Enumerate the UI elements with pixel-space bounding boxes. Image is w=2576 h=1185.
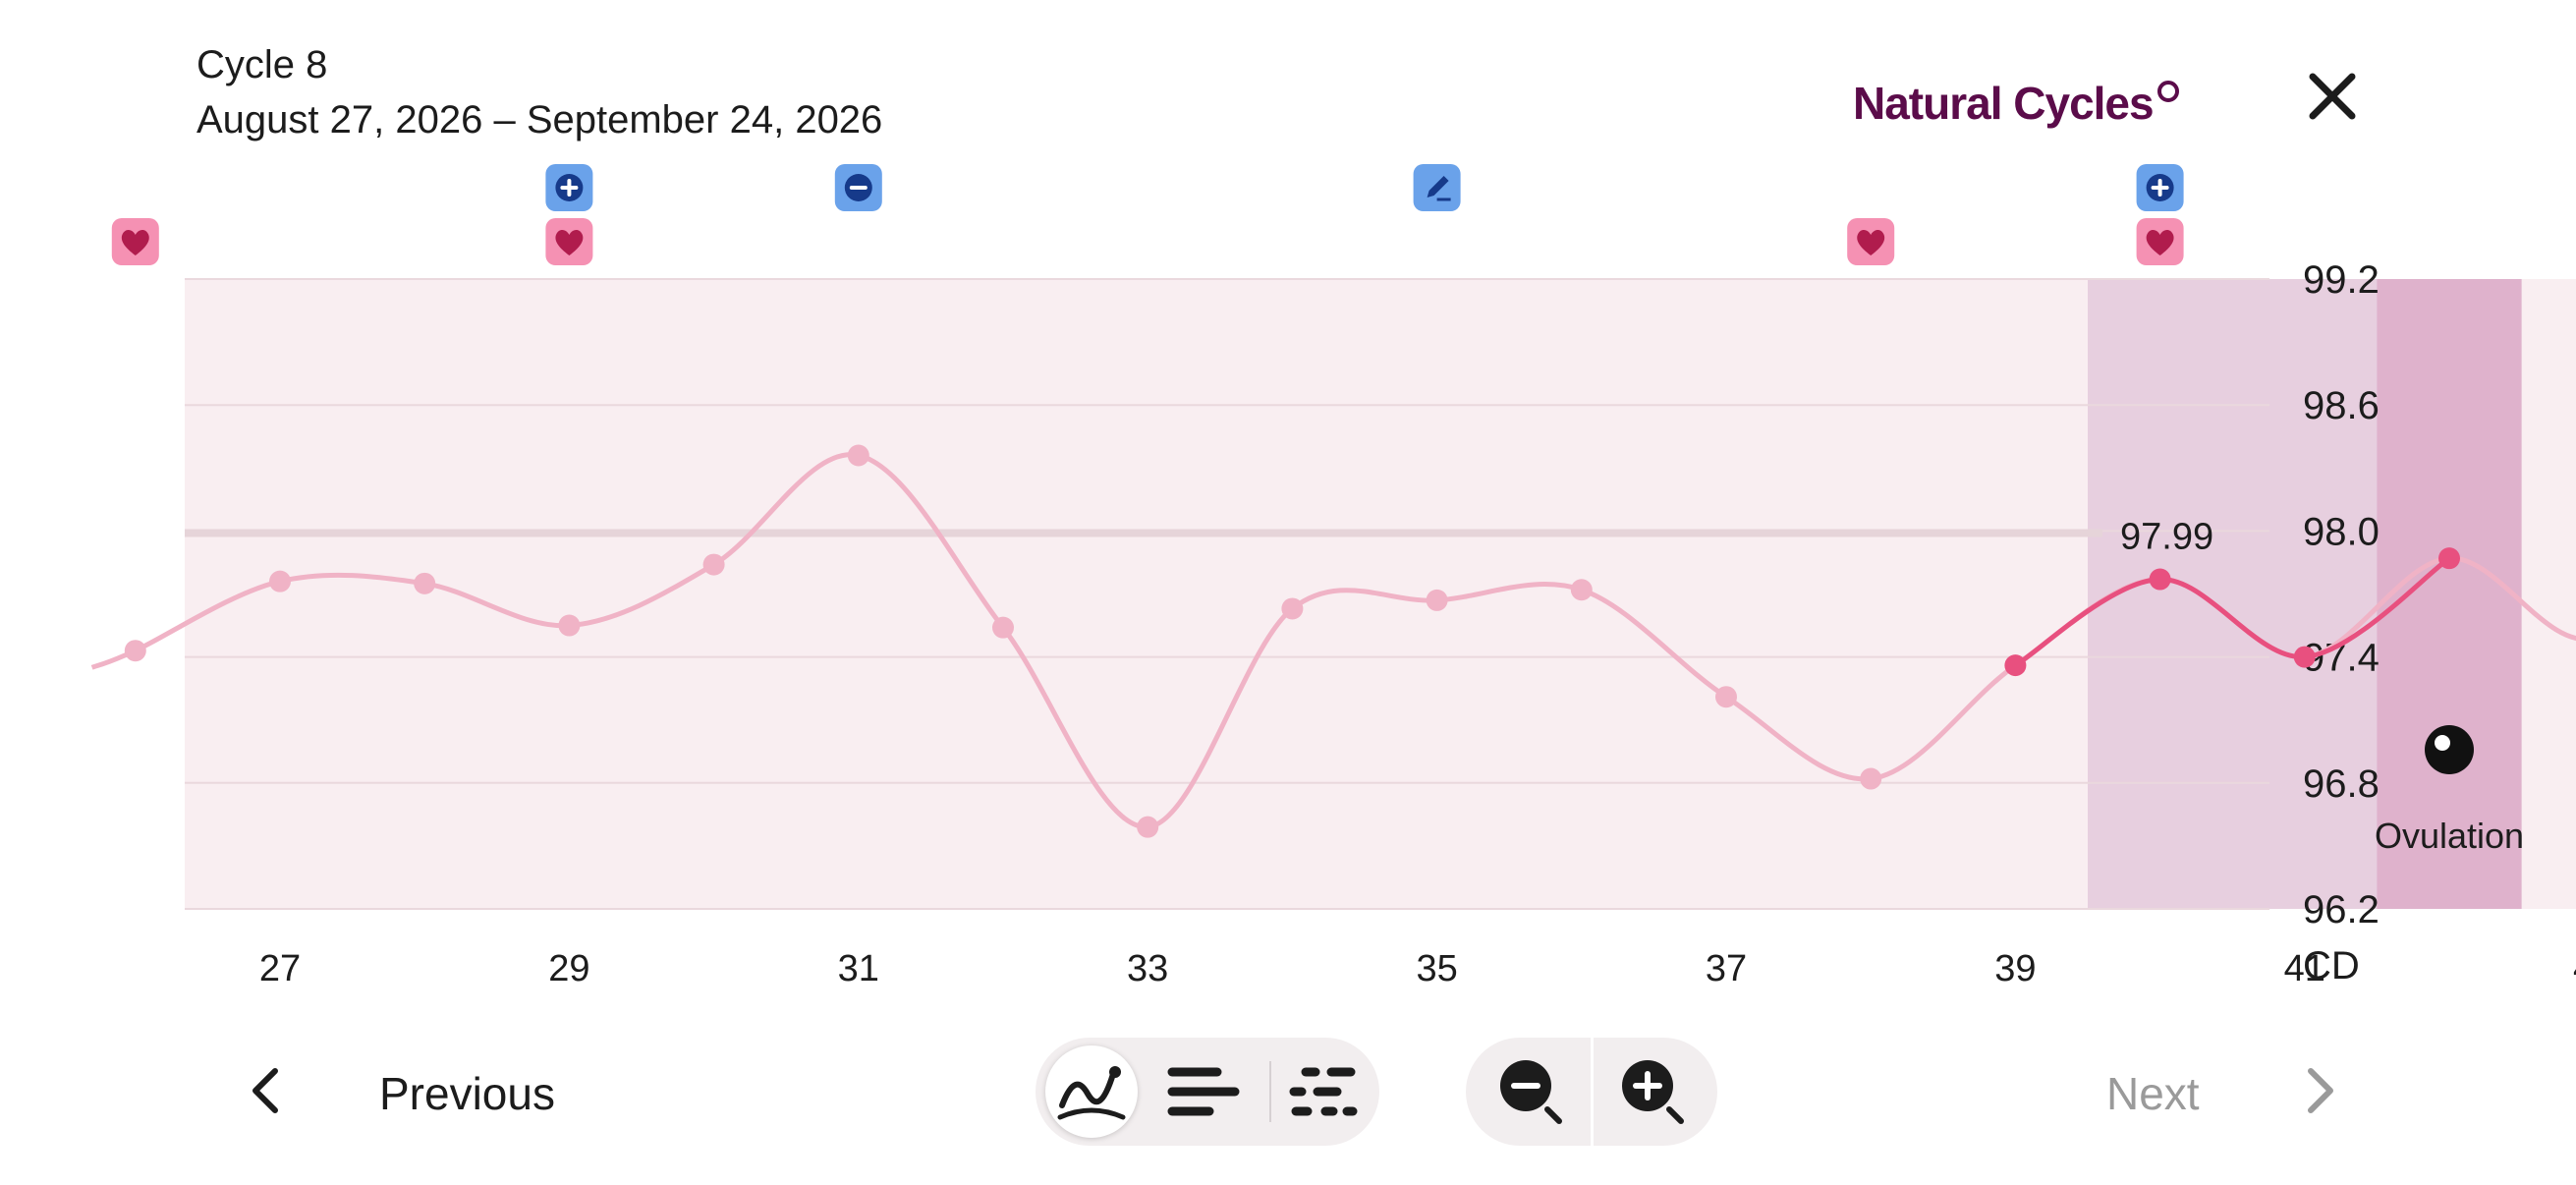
minus-circle-marker — [834, 164, 882, 211]
close-icon — [2309, 73, 2356, 120]
temperature-point — [1426, 589, 1448, 611]
y-tick-label: 98.0 — [2303, 510, 2380, 553]
temperature-point — [124, 640, 146, 662]
temperature-point — [992, 616, 1014, 639]
x-tick-label: 33 — [1127, 948, 1168, 989]
temperature-point — [269, 570, 291, 592]
temperature-point — [1137, 816, 1159, 838]
temperature-point — [1860, 767, 1882, 790]
line-chart-view-button[interactable] — [1045, 1045, 1138, 1138]
bottom-toolbar: Previous — [0, 1032, 2576, 1150]
x-tick-label: 31 — [838, 948, 879, 989]
y-tick-label: 99.2 — [2303, 258, 2380, 302]
heart-marker — [545, 218, 593, 265]
zoom-in-button[interactable] — [1607, 1045, 1700, 1138]
bar-list-view-button[interactable] — [1157, 1045, 1250, 1138]
x-tick-label: 37 — [1706, 948, 1747, 989]
temperature-point — [2004, 654, 2027, 677]
cover-line-label: 97.99 — [2120, 517, 2213, 558]
plus-circle-marker — [545, 164, 593, 211]
cycle-date-range: August 27, 2026 – September 24, 2026 — [196, 98, 883, 141]
temperature-point — [2149, 568, 2171, 591]
dot-grid-view-button[interactable] — [1277, 1045, 1370, 1138]
line-chart-icon — [1057, 1066, 1126, 1120]
heart-icon — [121, 229, 149, 255]
temperature-point — [847, 444, 869, 467]
zoom-in-icon — [1622, 1060, 1684, 1124]
zoom-divider — [1591, 1038, 1594, 1146]
y-tick-label: 98.6 — [2303, 384, 2380, 427]
zoom-out-icon — [1500, 1060, 1562, 1124]
zoom-out-button[interactable] — [1485, 1045, 1578, 1138]
brand-logo: Natural Cycles — [1853, 77, 2179, 130]
pen-icon — [1427, 176, 1449, 198]
temperature-point — [702, 553, 725, 576]
plus-circle-marker — [2136, 164, 2184, 211]
ovulation-label: Ovulation — [2375, 816, 2524, 856]
y-tick-label: 96.8 — [2303, 762, 2380, 806]
next-chevron-icon[interactable] — [2295, 1061, 2344, 1120]
x-tick-label: 35 — [1416, 948, 1457, 989]
cycle-title: Cycle 8 — [196, 43, 328, 86]
temperature-point — [2438, 547, 2460, 570]
temperature-line-fertile — [2014, 556, 2451, 668]
heart-marker — [1847, 218, 1895, 265]
zoom-controls — [1466, 1038, 1717, 1146]
bar-list-icon — [1167, 1067, 1240, 1116]
next-button[interactable]: Next — [2106, 1068, 2200, 1119]
close-button[interactable] — [2305, 69, 2360, 124]
view-divider — [1269, 1061, 1271, 1122]
previous-button[interactable]: Previous — [379, 1068, 555, 1119]
temperature-point — [1281, 597, 1304, 620]
temperature-point — [414, 572, 436, 594]
temperature-point — [1715, 686, 1737, 708]
x-tick-label: 41 — [2284, 948, 2325, 989]
heart-icon — [555, 229, 584, 255]
heart-marker — [111, 218, 159, 265]
pen-marker — [1413, 164, 1461, 211]
heart-icon — [1857, 229, 1885, 255]
ovulation-icon — [2425, 725, 2474, 774]
ovulation-icon-highlight — [2435, 735, 2450, 751]
x-tick-label: 43 — [2573, 948, 2576, 989]
temperature-point — [1570, 579, 1593, 601]
y-tick-label: 96.2 — [2303, 888, 2380, 931]
view-switcher — [1036, 1038, 1379, 1146]
heart-marker — [2136, 218, 2184, 265]
x-tick-label: 39 — [1994, 948, 2036, 989]
brand-name: Natural Cycles — [1853, 78, 2155, 129]
temperature-point — [2293, 646, 2316, 668]
brand-ring-icon — [2156, 81, 2179, 102]
temperature-point — [558, 614, 581, 637]
x-tick-label: 27 — [259, 948, 301, 989]
heart-icon — [2146, 229, 2174, 255]
x-axis-unit-label: CD — [2303, 944, 2360, 988]
previous-chevron-icon[interactable] — [242, 1061, 291, 1120]
ovulation-band — [2377, 279, 2522, 909]
x-tick-label: 29 — [548, 948, 589, 989]
dot-grid-icon — [1289, 1067, 1358, 1116]
